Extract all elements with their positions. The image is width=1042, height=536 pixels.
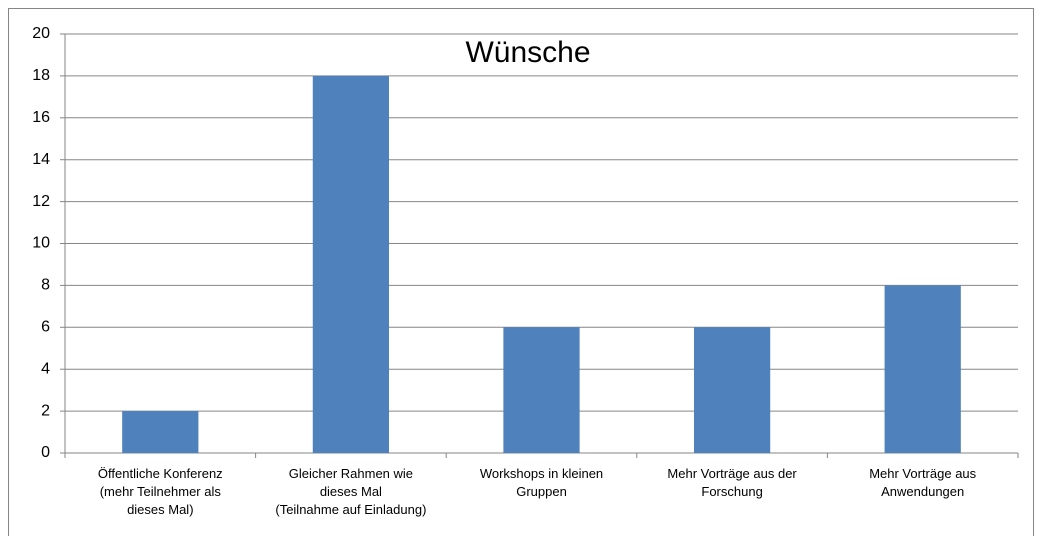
bar [122,411,199,453]
y-tick-label: 6 [41,319,50,336]
x-tick-label: Mehr Vorträge aus Anwendungen [869,466,977,499]
y-tick-label: 0 [41,444,50,461]
bar [884,285,961,453]
bar [312,75,390,454]
x-tick-label: Workshops in kleinen Gruppen [479,466,604,499]
y-tick-label: 18 [32,67,50,84]
y-tick-label: 8 [41,277,50,294]
y-tick-label: 10 [32,235,50,252]
y-tick-label: 16 [32,109,50,126]
x-tick-label: Gleicher Rahmen wie dieses Mal (Teilnahm… [275,466,427,517]
chart-border [8,8,1034,536]
x-tick-label: Mehr Vorträge aus der Forschung [667,466,797,499]
bar [693,327,771,453]
y-tick-label: 2 [41,402,50,419]
y-tick-label: 14 [32,151,50,168]
y-tick-label: 20 [32,25,50,42]
chart-title: Wünsche [465,36,590,69]
y-tick-label: 12 [32,193,50,210]
bar [503,327,580,453]
y-tick-label: 4 [41,360,50,377]
x-tick-label: Öffentliche Konferenz (mehr Teilnehmer a… [97,466,223,517]
